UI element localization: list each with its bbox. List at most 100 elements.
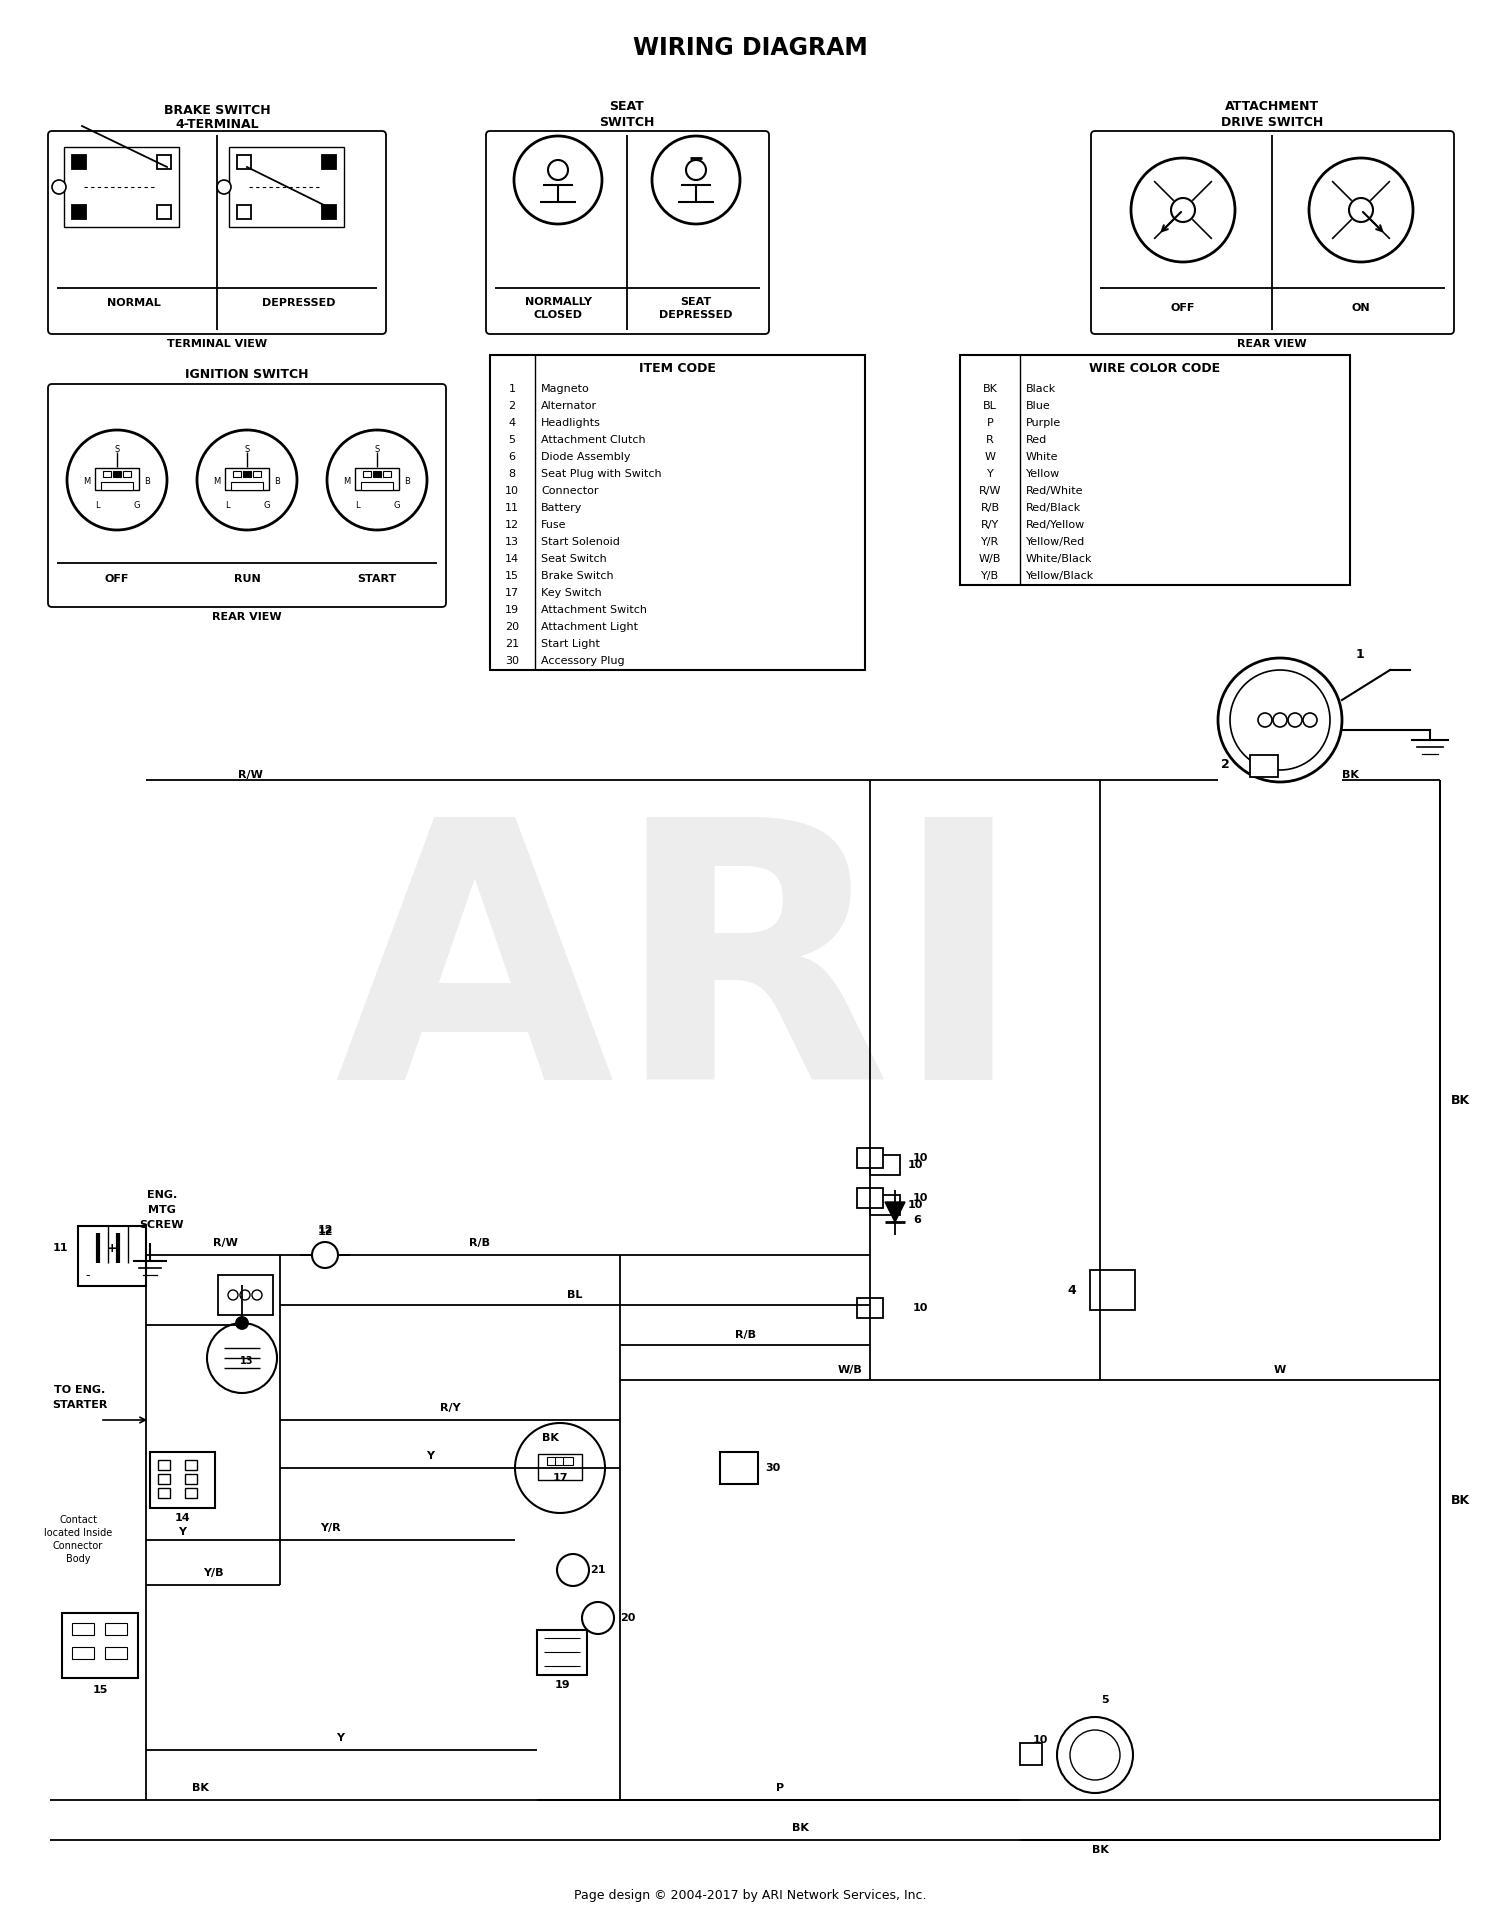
Bar [490,415,866,432]
Bar [72,155,86,168]
Text: ENG.: ENG. [147,1190,177,1199]
Circle shape [68,430,166,530]
Text: White: White [1026,451,1059,463]
Text: R/W: R/W [213,1238,237,1247]
Text: S: S [244,446,249,455]
Bar [72,205,86,218]
Bar [960,568,1350,585]
Text: M: M [213,478,220,486]
Text: TO ENG.: TO ENG. [54,1385,105,1395]
FancyBboxPatch shape [48,130,386,335]
Circle shape [217,180,231,193]
Bar [184,1488,196,1498]
Text: 17: 17 [506,587,519,599]
Bar [363,471,370,476]
Text: Seat Switch: Seat Switch [542,555,606,564]
Text: OFF: OFF [105,574,129,583]
Text: 14: 14 [174,1513,190,1523]
Text: BK: BK [982,385,998,394]
Bar [960,381,1350,398]
Text: 11: 11 [506,503,519,513]
Bar [158,1488,170,1498]
Text: 8: 8 [509,469,516,478]
Text: OFF: OFF [1172,302,1196,314]
Bar [490,585,866,603]
Bar [490,652,866,670]
Text: R/W: R/W [237,771,262,781]
Bar [960,517,1350,534]
Text: 10: 10 [908,1159,922,1171]
Text: CLOSED: CLOSED [534,310,582,319]
Circle shape [240,1289,250,1301]
Circle shape [1131,159,1234,262]
Text: IGNITION SWITCH: IGNITION SWITCH [186,369,309,381]
Text: NORMAL: NORMAL [106,298,160,308]
Circle shape [1348,199,1372,222]
Bar [150,1452,214,1507]
Text: START: START [357,574,396,583]
Circle shape [1230,670,1330,771]
Text: Attachment Light: Attachment Light [542,622,638,631]
Text: Y: Y [987,469,993,478]
Bar [490,356,866,381]
Text: 30: 30 [765,1463,780,1473]
Bar [158,1475,170,1484]
Bar [158,1460,170,1469]
Bar [123,471,130,476]
Text: 2: 2 [1221,758,1230,771]
Text: DEPRESSED: DEPRESSED [660,310,732,319]
Text: REAR VIEW: REAR VIEW [211,612,282,622]
Bar [490,568,866,585]
Text: 10: 10 [506,486,519,495]
Text: Attachment Clutch: Attachment Clutch [542,434,645,446]
Bar [960,432,1350,450]
Text: Red: Red [1026,434,1047,446]
Text: SCREW: SCREW [140,1220,184,1230]
Text: Y/R: Y/R [981,538,999,547]
Circle shape [53,180,66,193]
Text: TERMINAL VIEW: TERMINAL VIEW [166,339,267,348]
Circle shape [652,136,740,224]
Bar [237,205,250,218]
Text: W: W [1274,1366,1286,1375]
Text: 10: 10 [1032,1735,1047,1745]
Text: 19: 19 [554,1680,570,1689]
Text: 10: 10 [912,1303,927,1312]
Bar [960,450,1350,467]
Text: Accessory Plug: Accessory Plug [542,656,624,666]
Bar [490,381,866,398]
Text: M: M [84,478,90,486]
Bar [490,635,866,652]
Text: Headlights: Headlights [542,419,602,429]
Bar [856,1299,883,1318]
Text: ITEM CODE: ITEM CODE [639,362,716,375]
Text: RUN: RUN [234,574,261,583]
Text: Battery: Battery [542,503,582,513]
Text: 2: 2 [509,402,516,411]
Text: WIRE COLOR CODE: WIRE COLOR CODE [1089,362,1221,375]
Bar [105,1622,128,1636]
Text: Fuse: Fuse [542,520,567,530]
Text: L: L [225,501,230,509]
Text: Y: Y [426,1450,433,1462]
Text: L: L [94,501,99,509]
Text: REAR VIEW: REAR VIEW [1238,339,1306,348]
Text: STARTER: STARTER [53,1400,108,1410]
Text: 5: 5 [1101,1695,1108,1704]
Text: 6: 6 [914,1215,921,1224]
Text: MTG: MTG [148,1205,176,1215]
Bar [548,1458,556,1465]
Text: located Inside: located Inside [44,1528,112,1538]
Bar [158,155,171,168]
Text: Brake Switch: Brake Switch [542,570,614,582]
FancyBboxPatch shape [48,385,446,606]
Bar [490,517,866,534]
Circle shape [1070,1729,1120,1779]
Text: 10: 10 [912,1194,927,1203]
Bar [870,1196,900,1215]
Text: 15: 15 [93,1685,108,1695]
Bar [254,471,261,476]
Text: 4: 4 [1068,1284,1077,1297]
Text: DEPRESSED: DEPRESSED [262,298,336,308]
Text: B: B [274,478,280,486]
